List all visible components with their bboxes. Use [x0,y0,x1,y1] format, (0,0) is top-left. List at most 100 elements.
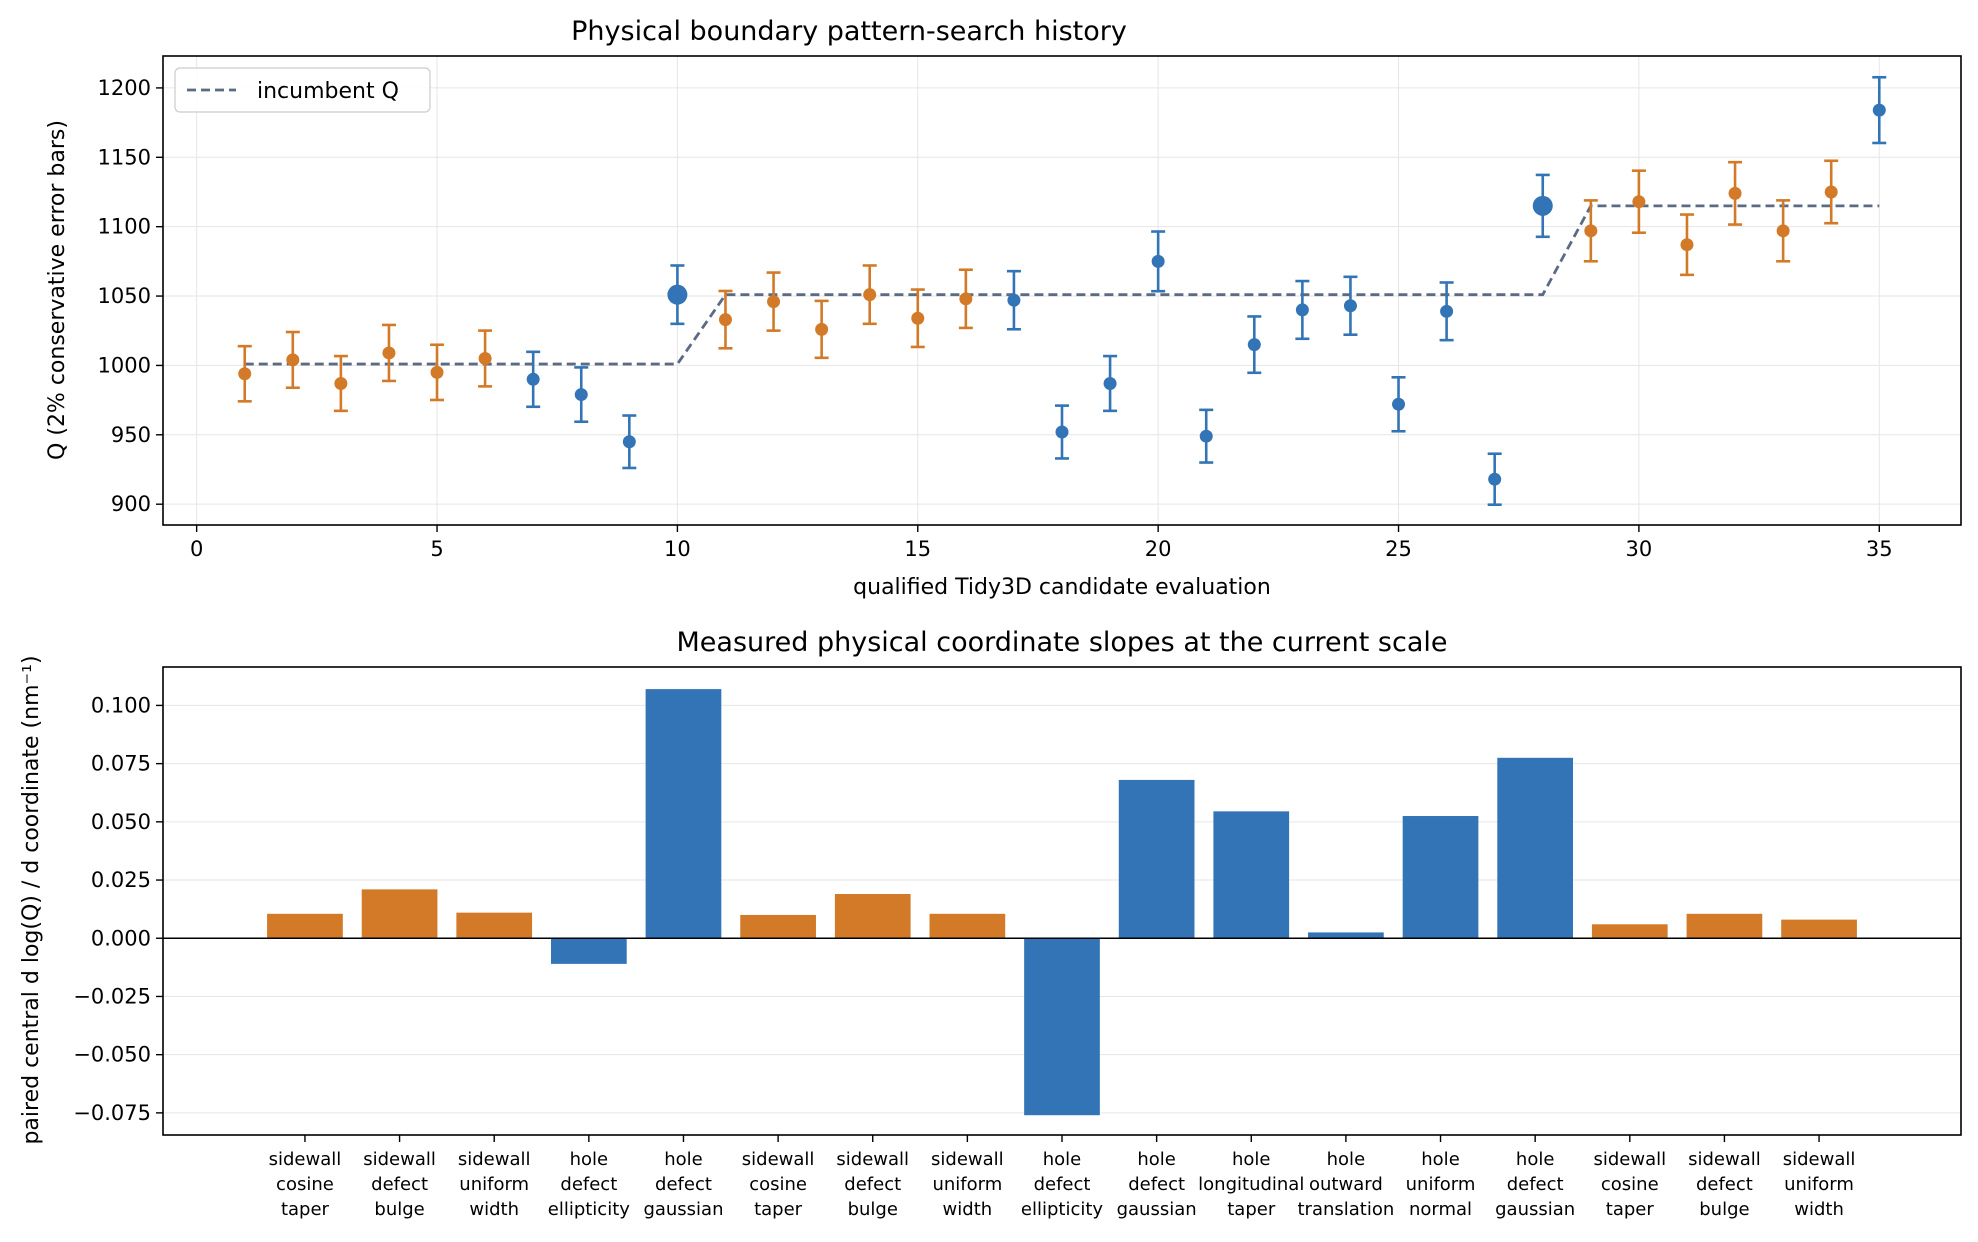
point-marker [1488,472,1502,486]
data-point [1199,408,1214,464]
category-label-line: taper [281,1199,330,1220]
category-label-line: defect [371,1174,428,1195]
point-marker [526,372,540,386]
category-label-line: sidewall [269,1149,342,1170]
history-legend[interactable]: incumbent Q [174,67,431,113]
category-label: hole defect gaussian [643,1149,723,1220]
slope-bar [267,913,343,939]
data-point [1391,376,1406,433]
category-label: hole defect gaussian [1117,1149,1197,1220]
slope-bar [361,889,438,939]
point-marker [1103,376,1117,390]
data-point [1679,213,1694,277]
category-label-line: bulge [1699,1199,1749,1220]
category-label: sidewall uniform width [1783,1149,1856,1220]
point-marker [478,351,492,365]
category-label: hole defect gaussian [1495,1149,1575,1220]
incumbent-q-line [244,204,1880,366]
slopes-bars [267,689,1857,1116]
data-point [285,330,300,390]
slopes-title: Measured physical coordinate slopes at t… [677,627,1448,658]
slope-bar [929,913,1006,939]
category-label-line: defect [560,1174,617,1195]
category-label-line: hole [1043,1149,1082,1170]
category-label-line: cosine [1601,1174,1659,1195]
category-label-line: gaussian [1495,1199,1575,1220]
history-points [237,75,1887,506]
category-label-line: width [943,1199,993,1220]
category-label-line: defect [844,1174,901,1195]
point-marker [1151,254,1165,268]
y-tick-label: 1100 [98,215,151,239]
category-label-line: cosine [749,1174,807,1195]
data-point [1295,279,1310,341]
point-marker [1824,185,1838,199]
data-point [1824,159,1839,225]
category-label-line: defect [1128,1174,1185,1195]
category-label-line: hole [1137,1149,1176,1170]
slope-bar [1497,757,1574,939]
point-marker [382,346,396,360]
category-label-line: sidewall [931,1149,1004,1170]
legend-label: incumbent Q [257,79,399,104]
history-x-ticks: 0 5 10 15 20 25 30 35 [190,525,1893,561]
category-label-line: uniform [459,1174,529,1195]
category-label-line: uniform [1784,1174,1854,1195]
category-label-line: hole [664,1149,703,1170]
slopes-panel: Measured physical coordinate slopes at t… [19,627,1962,1220]
data-point [381,323,396,383]
y-tick-label: 900 [111,492,151,516]
x-tick-label: 25 [1385,537,1412,561]
data-point [1151,230,1166,293]
category-label-line: bulge [848,1199,898,1220]
category-label: hole uniform normal [1406,1149,1476,1220]
point-marker [1007,293,1021,307]
slope-bar [1118,779,1195,939]
slope-bar [1308,932,1384,939]
history-y-ticks: 900 950 1000 1050 1100 1150 1200 [98,76,163,516]
y-tick-label: 0.075 [91,752,151,776]
data-point [1343,275,1358,337]
category-label-line: taper [754,1199,803,1220]
y-tick-label: −0.050 [73,1043,151,1067]
data-point [862,264,877,326]
point-marker [1343,299,1357,313]
data-point [430,343,445,402]
data-point [766,271,781,332]
category-label: hole defect ellipticity [1021,1149,1104,1220]
data-point [1776,199,1791,263]
category-label: sidewall defect bulge [363,1149,436,1220]
point-marker [911,311,925,325]
point-marker [1584,224,1598,238]
point-marker [959,292,973,306]
category-label-line: uniform [932,1174,1002,1195]
category-label-line: hole [1516,1149,1555,1170]
category-label-line: ellipticity [548,1199,631,1220]
y-tick-label: 1150 [98,145,151,169]
point-marker [815,322,829,336]
data-point [667,264,688,326]
category-label: hole outward translation [1297,1149,1394,1220]
y-tick-label: 0.100 [91,693,151,717]
category-label: sidewall cosine taper [742,1149,815,1220]
category-label-line: taper [1227,1199,1276,1220]
category-label-line: sidewall [836,1149,909,1170]
category-label: sidewall defect bulge [1688,1149,1761,1220]
category-label: sidewall uniform width [931,1149,1004,1220]
history-panel: Physical boundary pattern-search history… [45,16,1962,600]
slope-bar [1024,938,1100,1116]
data-point [574,366,589,424]
category-label-line: sidewall [458,1149,531,1170]
point-marker [574,388,588,402]
slope-bar [1686,913,1763,939]
point-marker [286,353,300,367]
category-label-line: translation [1297,1199,1394,1220]
category-label-line: defect [655,1174,712,1195]
category-label-line: taper [1606,1199,1655,1220]
data-point [526,350,541,409]
point-marker [718,313,732,327]
slope-bar [456,912,533,939]
point-marker [1872,103,1886,117]
point-marker [1680,238,1694,252]
